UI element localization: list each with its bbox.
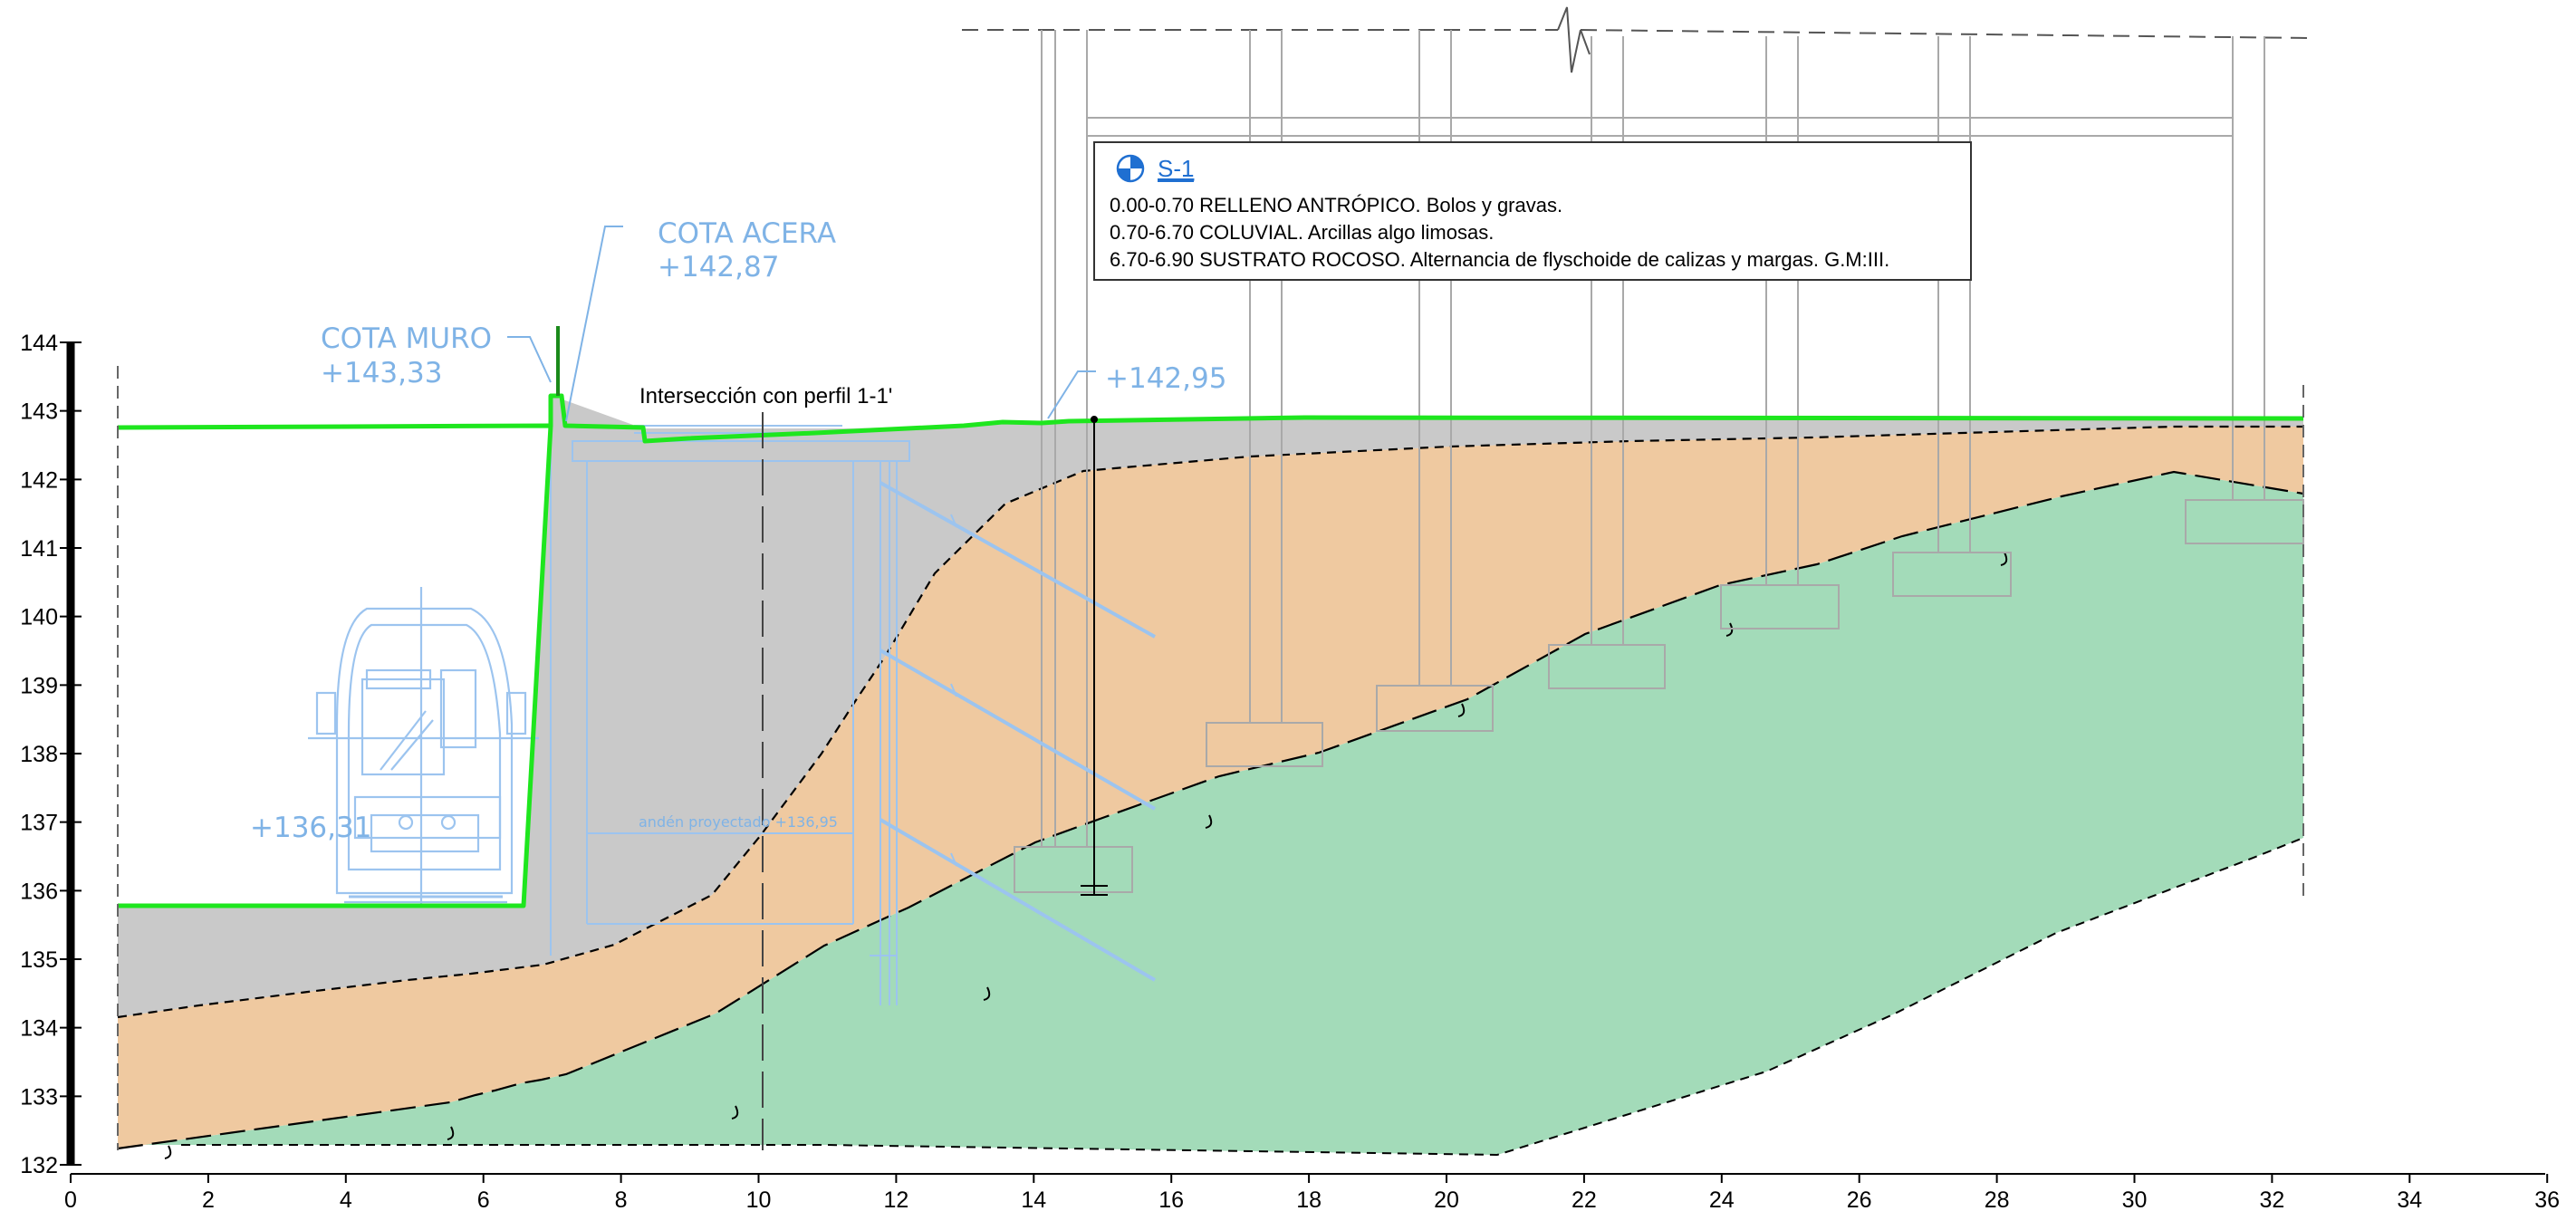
cota-via-label: +136,31 — [250, 812, 371, 844]
axes: 0 2 4 6 8 10 12 14 16 18 20 22 24 26 28 30 32 34 36 132133… — [20, 331, 2560, 1211]
y-tick-label: 135 — [20, 947, 58, 973]
projected-structure — [550, 425, 1157, 1005]
borehole-line-1: 0.00-0.70 RELLENO ANTRÓPICO. Bolos y gra… — [1110, 194, 1562, 216]
x-tick-label: 20 — [1434, 1187, 1459, 1211]
y-tick-label: 138 — [20, 742, 58, 767]
x-tick-label: 10 — [746, 1187, 772, 1211]
y-scale-bar-segment — [66, 958, 75, 1029]
y-tick-label: 143 — [20, 399, 58, 425]
cota-muro-value: +143,33 — [321, 357, 442, 389]
y-scale-bar-segment — [66, 889, 75, 960]
y-scale-bar-segment — [66, 410, 75, 480]
train-outline — [308, 587, 539, 906]
x-tick-label: 16 — [1158, 1187, 1184, 1211]
coluvial-layer — [118, 427, 2303, 1149]
terrain-profile — [117, 326, 2304, 908]
sustrato-lower-boundary — [181, 837, 2304, 1157]
sustrato-rocoso-layer — [118, 472, 2303, 1155]
y-tick-label: 137 — [20, 811, 58, 836]
y-tick-label: 140 — [20, 605, 58, 630]
x-tick-label: 12 — [883, 1187, 908, 1211]
x-tick-label: 34 — [2397, 1187, 2422, 1211]
y-tick-label: 132 — [20, 1153, 58, 1178]
y-scale-bar-segment — [66, 822, 75, 891]
x-tick-label: 14 — [1021, 1187, 1046, 1211]
coluvial-sustrato-boundary — [117, 470, 2304, 1150]
y-tick-label: 142 — [20, 467, 58, 493]
relleno-coluvial-boundary — [117, 425, 2303, 1019]
cota-sondeo-label: +142,95 — [1105, 362, 1226, 395]
existing-building — [962, 6, 2311, 893]
x-tick-label: 6 — [477, 1187, 490, 1211]
x-tick-label: 28 — [1985, 1187, 2010, 1211]
borehole-info-box: S-1 0.00-0.70 RELLENO ANTRÓPICO. Bolos y… — [1093, 141, 1972, 281]
discontinuity-marks — [164, 552, 2008, 1159]
x-tick-label: 26 — [1847, 1187, 1872, 1211]
x-tick-label: 18 — [1296, 1187, 1322, 1211]
borehole-icon — [1116, 154, 1145, 183]
y-tick-label: 144 — [20, 331, 58, 356]
y-tick-label: 134 — [20, 1016, 58, 1042]
cota-acera-title: COTA ACERA — [658, 217, 836, 250]
x-tick-label: 22 — [1572, 1187, 1597, 1211]
borehole-id: S-1 — [1158, 155, 1194, 182]
reference-lines — [117, 366, 2304, 1150]
y-scale-bar-segment — [66, 616, 75, 686]
x-tick-label: 2 — [202, 1187, 215, 1211]
y-scale-bar-segment — [66, 1027, 75, 1097]
borehole-line-2: 0.70-6.70 COLUVIAL. Arcillas algo limosa… — [1110, 221, 1494, 244]
y-scale-bar-segment — [66, 684, 75, 754]
y-scale-bar-segment — [66, 547, 75, 618]
y-tick-label: 133 — [20, 1084, 58, 1110]
y-scale-bar-segment — [66, 341, 75, 412]
interseccion-label: Intersección con perfil 1-1' — [639, 384, 892, 408]
y-axis-ticks: 132 133 134 135 136 137 138 139 140 141 142 143 144 — [20, 331, 82, 1178]
y-scale-bar-segment — [66, 1095, 75, 1166]
x-tick-label: 32 — [2259, 1187, 2284, 1211]
y-tick-label: 136 — [20, 879, 58, 904]
relleno-antropico-layer — [118, 396, 2303, 1017]
x-tick-label: 8 — [615, 1187, 628, 1211]
leader-lines — [507, 226, 1096, 422]
soil-layers — [117, 396, 2304, 1159]
y-scale-bar-segment — [66, 478, 75, 549]
y-scale-bar-segment — [66, 753, 75, 823]
anden-label: andén proyectado +136,95 — [639, 813, 838, 831]
x-tick-label: 30 — [2122, 1187, 2148, 1211]
x-tick-label: 0 — [64, 1187, 77, 1211]
y-tick-label: 139 — [20, 673, 58, 698]
x-tick-label: 36 — [2534, 1187, 2560, 1211]
cota-acera-value: +142,87 — [658, 251, 779, 284]
cota-muro-title: COTA MURO — [321, 322, 492, 355]
borehole-line-3: 6.70-6.90 SUSTRATO ROCOSO. Alternancia d… — [1110, 248, 1889, 271]
x-axis-ticks: 0 2 4 6 8 10 12 14 16 18 20 22 24 26 28 30 32 34 36 — [64, 1174, 2560, 1211]
x-tick-label: 24 — [1709, 1187, 1735, 1211]
annotation-labels: COTA ACERA +142,87 COTA MURO +143,33 Int… — [250, 217, 1226, 844]
y-tick-label: 141 — [20, 536, 58, 562]
x-tick-label: 4 — [340, 1187, 352, 1211]
